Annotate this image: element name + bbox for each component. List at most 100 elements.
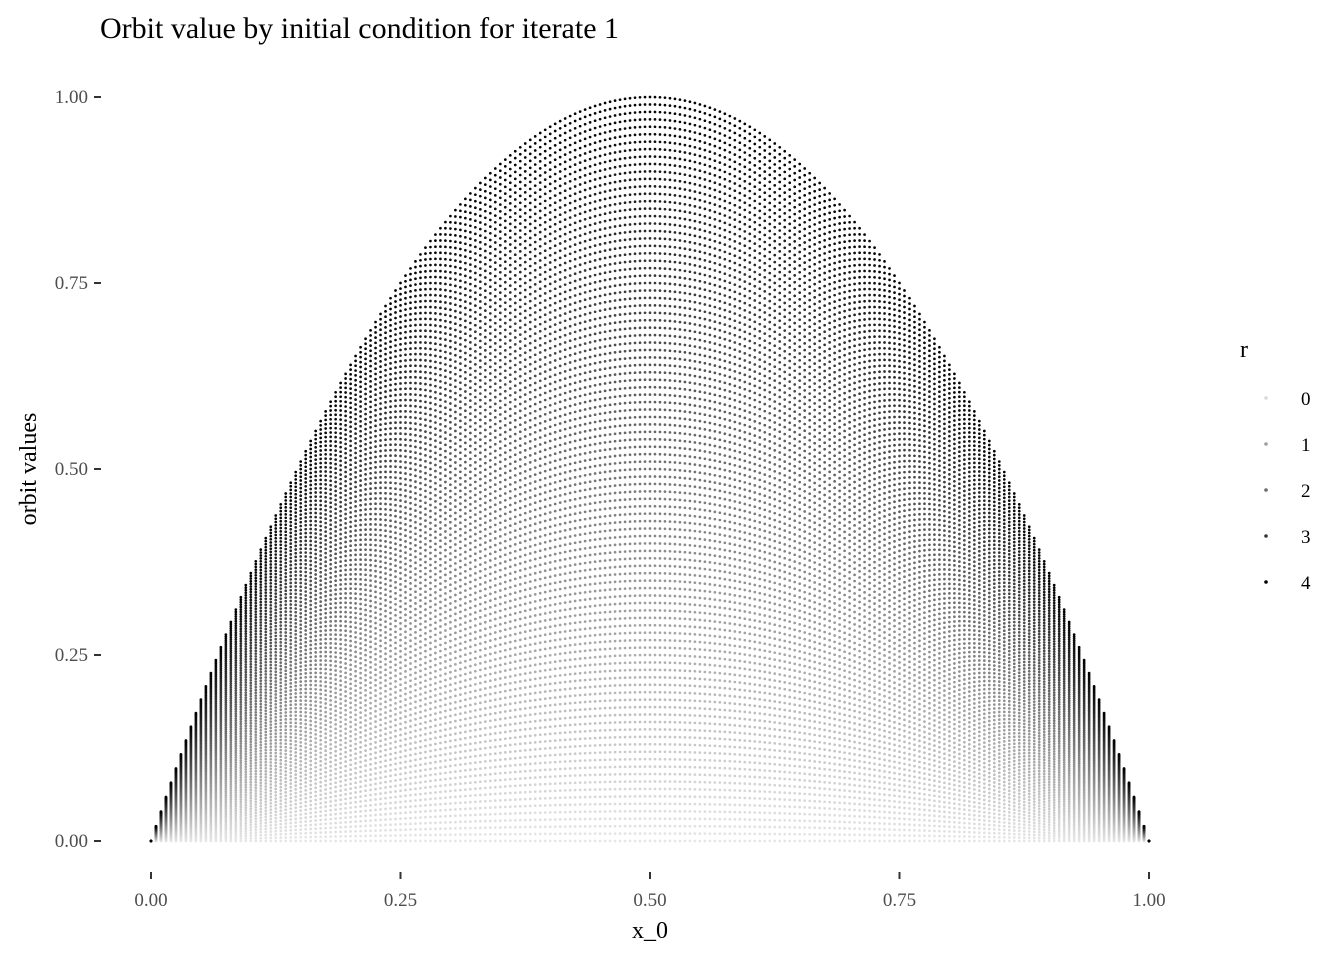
data-point: [973, 766, 976, 770]
data-point: [808, 746, 812, 749]
data-point: [873, 697, 876, 700]
data-point: [1052, 806, 1056, 810]
data-point: [424, 709, 427, 712]
data-point: [658, 824, 662, 828]
data-point: [1042, 820, 1046, 823]
data-point: [488, 739, 492, 743]
data-point: [858, 833, 861, 837]
data-point: [474, 833, 477, 836]
data-point: [633, 668, 637, 672]
data-point: [1032, 821, 1036, 825]
data-point: [389, 774, 392, 778]
data-point: [478, 734, 482, 738]
data-point: [1017, 792, 1021, 796]
data-point: [923, 751, 926, 755]
data-point: [319, 793, 323, 797]
data-point: [833, 839, 836, 843]
data-point: [339, 793, 342, 797]
data-point: [673, 691, 677, 694]
data-point: [778, 763, 782, 767]
data-point: [234, 788, 238, 792]
data-point: [314, 761, 318, 765]
data-point: [254, 794, 258, 798]
data-point: [868, 695, 871, 699]
data-point: [938, 810, 941, 813]
data-point: [469, 813, 472, 817]
data-point: [977, 831, 981, 834]
data-point: [943, 825, 946, 828]
data-point: [853, 833, 856, 837]
data-point: [523, 797, 527, 801]
data-point: [968, 778, 971, 781]
data-point: [783, 770, 787, 774]
data-point: [369, 798, 372, 802]
data-point: [394, 773, 397, 777]
data-point: [344, 797, 347, 801]
data-point: [848, 733, 851, 737]
data-point: [738, 746, 742, 749]
data-point: [518, 770, 522, 773]
data-point: [1002, 795, 1006, 799]
data-point: [613, 736, 617, 739]
data-point: [429, 809, 432, 813]
data-point: [354, 728, 357, 731]
data-point: [958, 748, 961, 751]
data-point: [314, 819, 318, 822]
data-point: [469, 729, 472, 733]
data-point: [259, 822, 263, 825]
data-point: [718, 832, 722, 836]
data-point: [758, 825, 762, 829]
data-point: [339, 803, 342, 806]
data-point: [648, 772, 652, 776]
data-point: [493, 705, 497, 708]
data-point: [683, 721, 687, 724]
data-point: [603, 699, 607, 703]
data-point: [977, 793, 981, 797]
data-point: [478, 780, 482, 784]
data-point: [1022, 826, 1026, 830]
data-point: [493, 792, 497, 796]
data-point: [299, 797, 303, 801]
data-point: [474, 767, 477, 771]
data-point: [414, 758, 417, 762]
data-point: [379, 765, 382, 769]
data-point: [778, 673, 782, 676]
data-point: [324, 779, 327, 783]
data-point: [908, 720, 911, 723]
data-point: [733, 709, 737, 713]
data-point: [948, 834, 951, 838]
data-point: [578, 832, 582, 836]
data-point: [304, 827, 308, 831]
data-point: [1032, 812, 1036, 816]
data-point: [379, 760, 382, 764]
data-point: [973, 745, 976, 748]
data-point: [1052, 808, 1056, 812]
data-point: [264, 812, 268, 816]
data-point: [508, 764, 512, 767]
data-point: [513, 784, 517, 788]
data-point: [493, 678, 497, 681]
data-point: [888, 765, 891, 768]
data-point: [414, 781, 417, 785]
data-point: [1062, 793, 1066, 797]
data-point: [483, 726, 487, 730]
data-point: [997, 775, 1001, 778]
data-point: [898, 728, 901, 731]
data-point: [1012, 759, 1016, 763]
data-point: [518, 742, 522, 746]
data-point: [339, 789, 342, 792]
data-point: [903, 834, 906, 837]
data-point: [563, 774, 567, 778]
data-point: [518, 839, 522, 843]
data-point: [863, 833, 866, 837]
data-point: [538, 811, 542, 815]
data-point: [394, 812, 397, 815]
data-point: [533, 748, 537, 751]
data-point: [748, 739, 752, 743]
data-point: [419, 710, 422, 714]
data-point: [943, 776, 946, 780]
data-point: [638, 690, 642, 694]
data-point: [1027, 839, 1031, 843]
data-point: [234, 821, 238, 824]
data-point: [623, 758, 627, 761]
